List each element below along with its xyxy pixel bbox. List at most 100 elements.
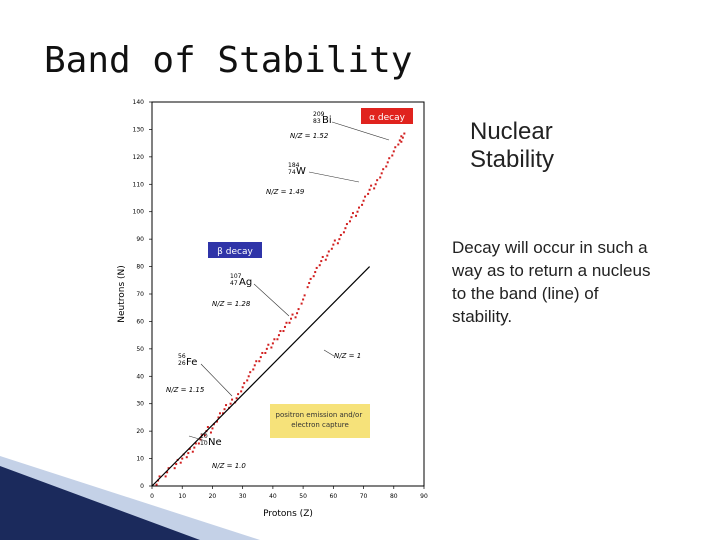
- ag-symbol: Ag: [239, 277, 252, 288]
- band-point: [294, 316, 297, 319]
- x-tick-label: 80: [390, 493, 398, 500]
- band-point: [324, 258, 327, 261]
- x-tick-label: 20: [209, 493, 217, 500]
- w-z: 74: [288, 169, 296, 176]
- band-point: [246, 379, 249, 382]
- band-point: [315, 266, 318, 269]
- band-point: [403, 132, 406, 135]
- band-point: [264, 351, 267, 354]
- bi-pointer: [331, 121, 390, 141]
- band-point: [173, 467, 176, 470]
- band-point: [326, 254, 329, 257]
- band-point: [386, 161, 389, 164]
- y-tick-label: 30: [136, 401, 144, 408]
- band-point: [285, 321, 288, 324]
- band-point: [270, 346, 273, 349]
- band-point: [339, 234, 342, 237]
- band-point: [175, 463, 178, 466]
- ag-mass: 107: [230, 273, 242, 280]
- x-tick-label: 90: [420, 493, 428, 500]
- band-point: [309, 277, 312, 280]
- band-point: [314, 271, 317, 274]
- alpha-decay-box: [361, 108, 413, 124]
- x-axis-label: Protons (Z): [263, 509, 313, 519]
- y-tick-label: 60: [136, 318, 144, 325]
- band-point: [225, 404, 228, 407]
- band-point: [388, 157, 391, 160]
- fe-mass: 56: [178, 353, 186, 360]
- x-tick-label: 40: [269, 493, 277, 500]
- alpha-decay-label: α decay: [369, 113, 406, 123]
- y-tick-label: 20: [136, 428, 144, 435]
- band-point: [155, 483, 158, 486]
- band-point: [394, 146, 397, 149]
- band-point: [277, 334, 280, 337]
- y-tick-label: 90: [136, 236, 144, 243]
- beta-decay-label: β decay: [217, 247, 253, 257]
- band-point: [193, 446, 196, 449]
- band-point: [296, 312, 299, 315]
- x-tick-label: 10: [178, 493, 186, 500]
- bi-symbol: Bi: [322, 115, 332, 126]
- band-point: [370, 184, 373, 187]
- chart-svg: 0 10 20 30 40 50 60 70 80 90010203040506070809010…: [117, 99, 428, 519]
- w-pointer: [308, 171, 360, 183]
- band-point: [181, 457, 184, 460]
- band-point: [158, 475, 161, 478]
- band-point: [265, 347, 268, 350]
- w-symbol: W: [296, 166, 306, 177]
- band-point: [333, 239, 336, 242]
- band-point: [206, 426, 209, 429]
- band-point: [374, 183, 377, 186]
- band-point: [188, 447, 191, 450]
- band-point: [330, 247, 333, 250]
- band-point: [382, 168, 385, 171]
- fe-pointer: [200, 363, 233, 397]
- fe-symbol: Fe: [186, 357, 197, 368]
- band-point: [194, 442, 197, 445]
- corner-decoration: [0, 456, 260, 540]
- band-point: [344, 227, 347, 230]
- band-point: [255, 360, 258, 363]
- band-point: [261, 351, 264, 354]
- band-point: [401, 136, 404, 139]
- band-point: [364, 195, 367, 198]
- slide-title: Band of Stability: [44, 40, 413, 81]
- y-tick-label: 80: [136, 264, 144, 271]
- heading-line-2: Stability: [470, 146, 555, 173]
- x-tick-label: 70: [360, 493, 368, 500]
- band-point: [243, 382, 246, 385]
- y-tick-label: 120: [133, 154, 145, 161]
- band-point: [288, 321, 291, 324]
- band-point: [215, 420, 218, 423]
- x-tick-label: 50: [299, 493, 307, 500]
- band-point: [373, 187, 376, 190]
- band-point: [222, 412, 225, 415]
- chart-figure: 0 10 20 30 40 50 60 70 80 90 0 10 20 30 40 50 60 70 80 90 10…: [84, 96, 434, 522]
- band-point: [345, 223, 348, 226]
- band-point: [211, 427, 214, 430]
- band-point: [361, 203, 364, 206]
- band-point: [185, 456, 188, 459]
- y-tick-label: 70: [136, 291, 144, 298]
- y-tick-label: 0: [140, 483, 144, 490]
- stability-line: [151, 266, 371, 487]
- band-point: [303, 294, 306, 297]
- band-point: [247, 375, 250, 378]
- band-point: [203, 434, 206, 437]
- band-point: [306, 286, 309, 289]
- band-point: [191, 450, 194, 453]
- band-point: [283, 325, 286, 328]
- band-point: [187, 452, 190, 455]
- band-point: [355, 214, 358, 217]
- band-point: [362, 199, 365, 202]
- band-point: [308, 282, 311, 285]
- stability-line-label: N/Z = 1: [334, 352, 361, 360]
- corner-dark-shape: [0, 466, 200, 540]
- x-tick-label: 60: [330, 493, 338, 500]
- band-point: [273, 338, 276, 341]
- band-point: [338, 238, 341, 241]
- w-ratio: N/Z = 1.49: [266, 188, 305, 196]
- y-tick-label: 110: [133, 181, 145, 188]
- ne-z: 10: [200, 440, 208, 447]
